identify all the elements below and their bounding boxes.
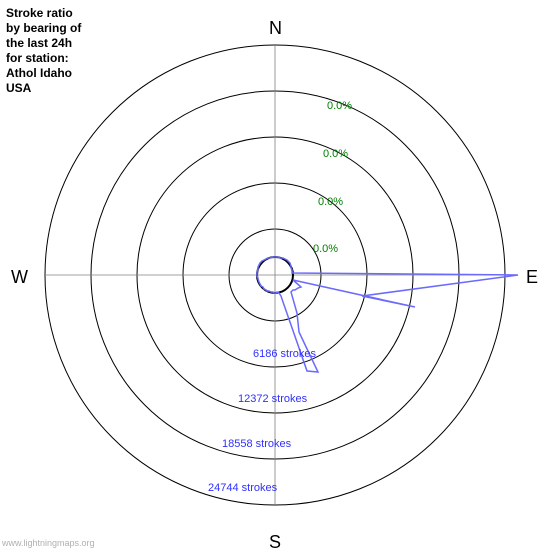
ring-stroke-label: 12372 strokes <box>238 393 307 405</box>
ring-pct-label: 0.0% <box>313 243 338 255</box>
chart-title: Stroke ratio by bearing of the last 24h … <box>6 6 81 96</box>
ring-pct-label: 0.0% <box>323 148 348 160</box>
cardinal-label: W <box>11 267 28 288</box>
ring-stroke-label: 6186 strokes <box>253 348 316 360</box>
ring-stroke-label: 18558 strokes <box>222 438 291 450</box>
polar-chart <box>0 0 550 550</box>
ring-pct-label: 0.0% <box>318 196 343 208</box>
ring-stroke-label: 24744 strokes <box>208 482 277 494</box>
attribution: www.lightningmaps.org <box>2 538 95 548</box>
cardinal-label: N <box>269 18 282 39</box>
ring-pct-label: 0.0% <box>327 100 352 112</box>
cardinal-label: E <box>526 267 538 288</box>
